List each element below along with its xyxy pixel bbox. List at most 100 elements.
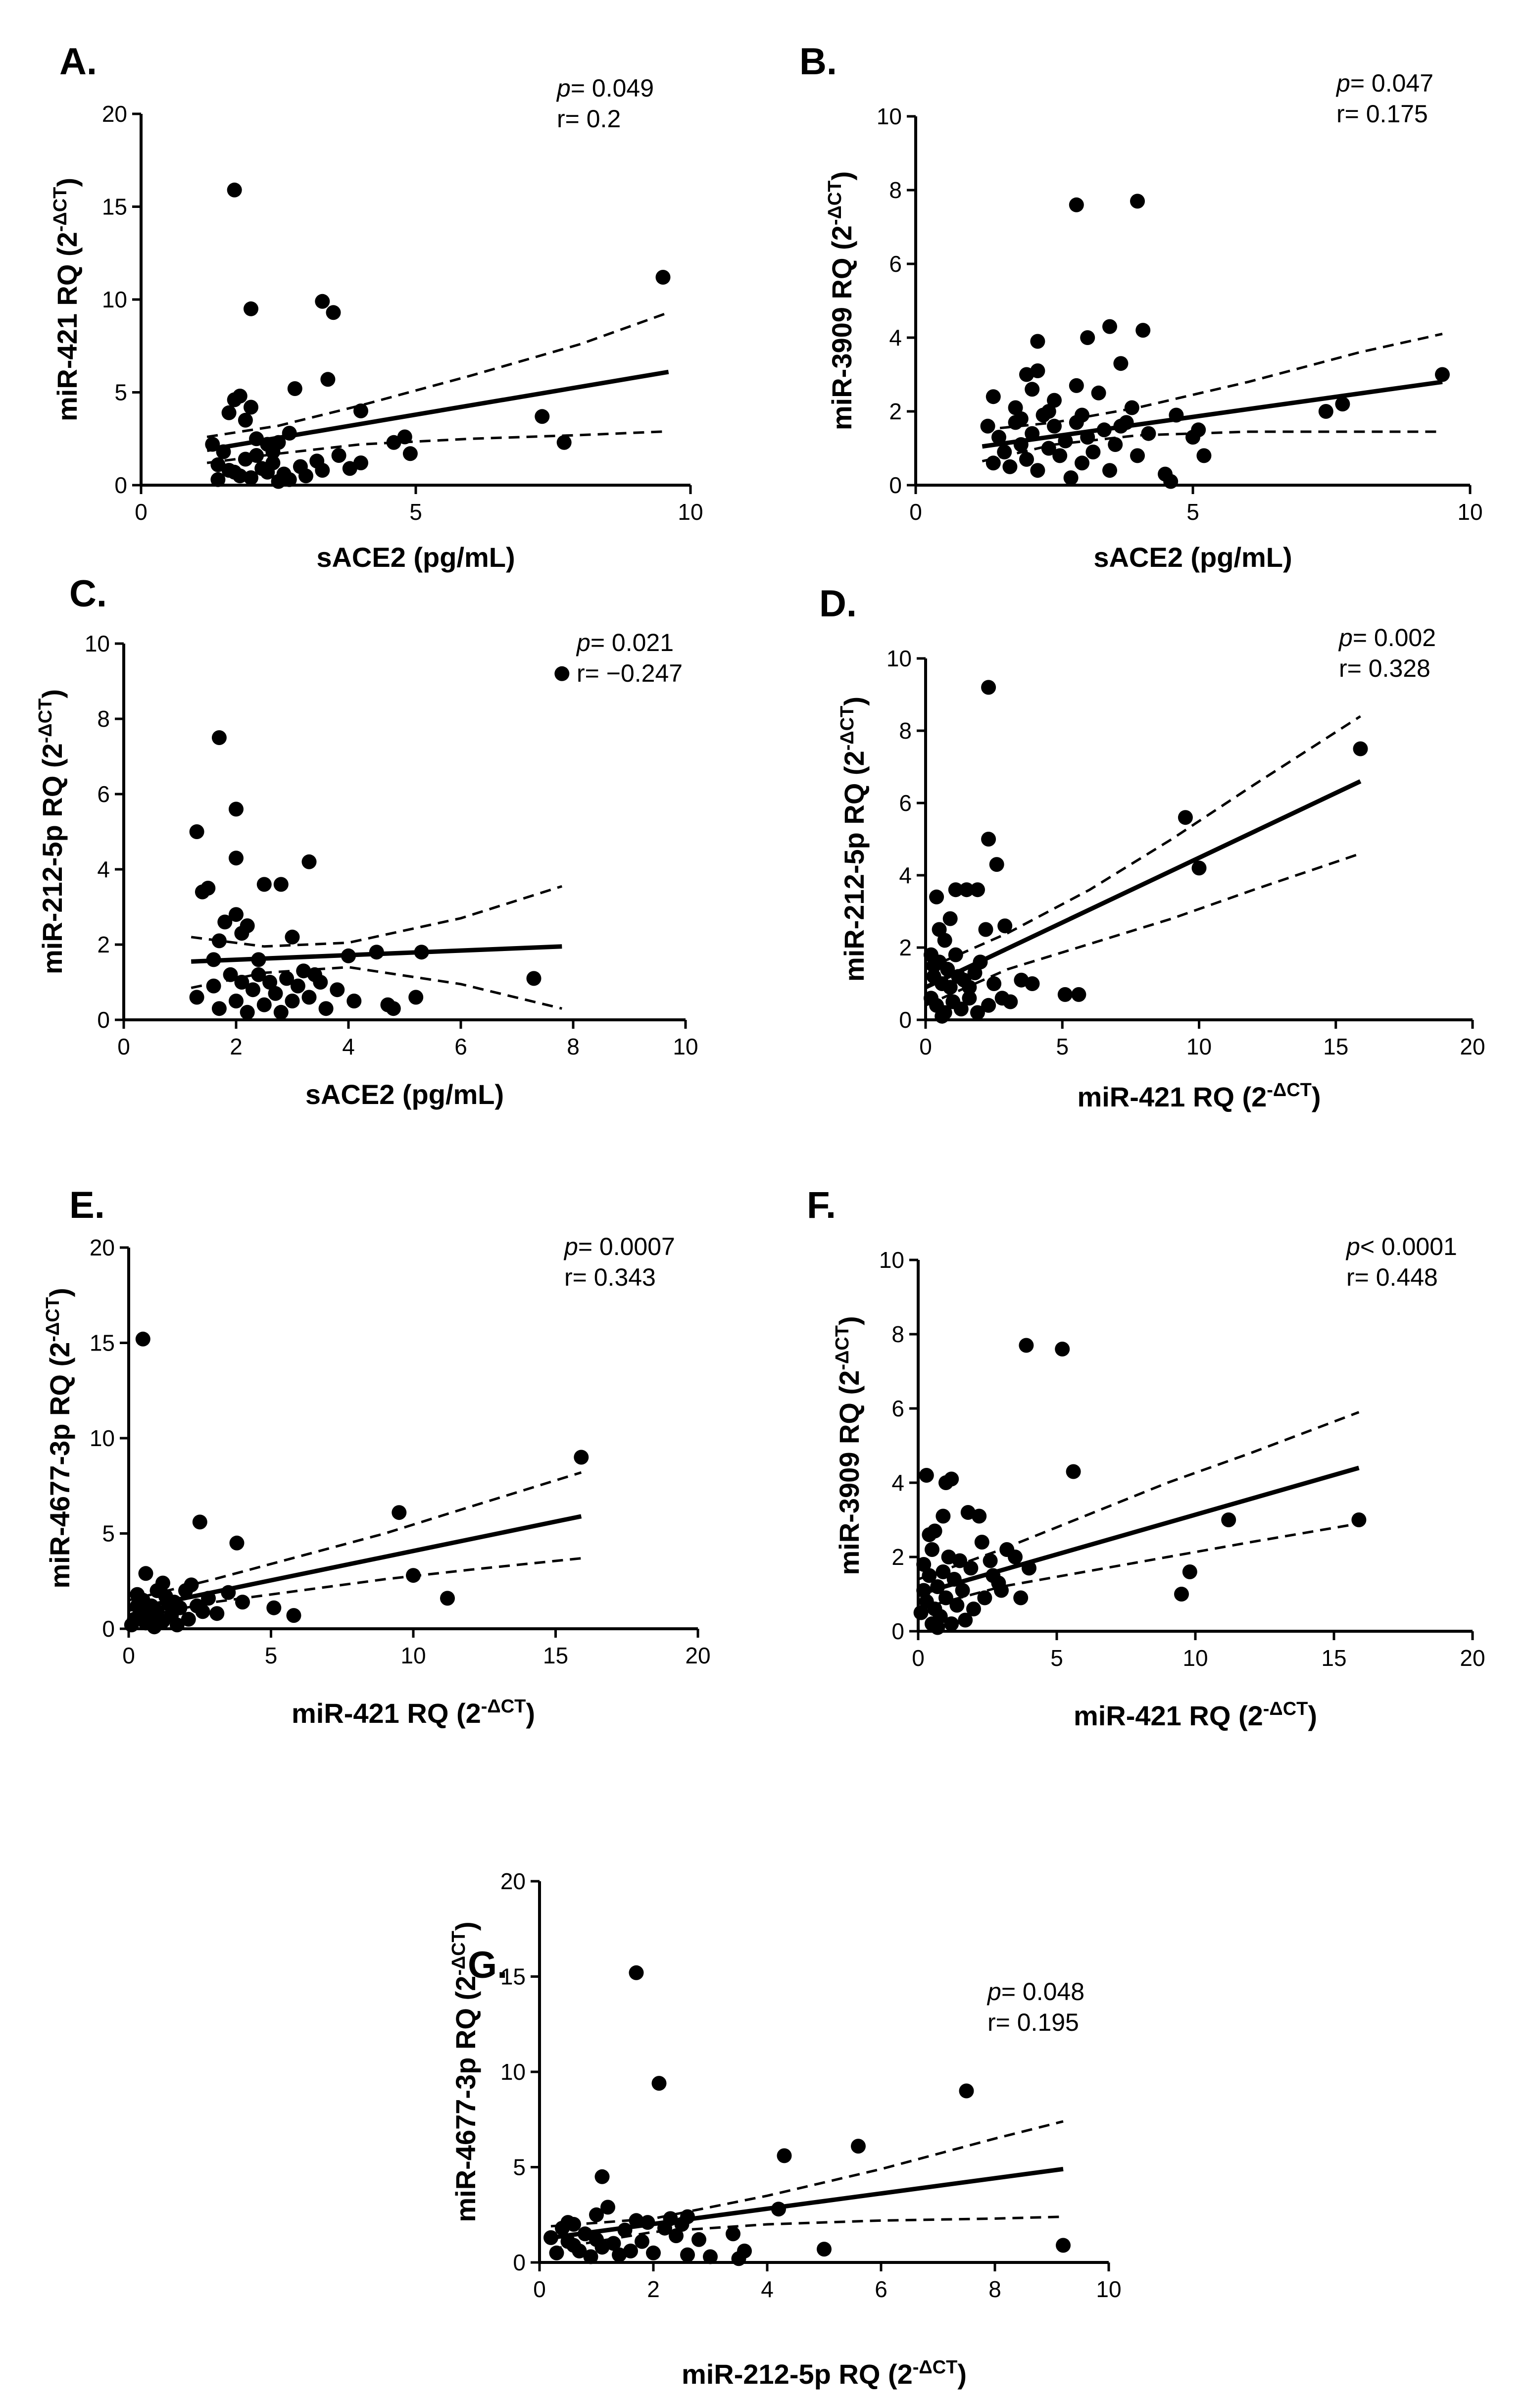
data-point xyxy=(1030,363,1045,378)
data-point xyxy=(981,832,996,847)
y-tick-label: 4 xyxy=(889,325,902,351)
x-tick-label: 2 xyxy=(647,2276,660,2302)
data-point xyxy=(977,1590,992,1605)
data-point xyxy=(210,457,226,472)
data-point xyxy=(209,1606,225,1621)
data-point xyxy=(1353,741,1368,756)
data-point xyxy=(986,976,1002,991)
data-point xyxy=(583,2249,598,2264)
data-point xyxy=(1130,448,1145,463)
ci-lower-band xyxy=(918,1522,1359,1610)
data-point xyxy=(851,2139,866,2154)
data-point xyxy=(369,945,384,960)
data-point xyxy=(981,680,996,695)
p-value: p= 0.049 xyxy=(556,74,654,102)
y-tick-label: 5 xyxy=(102,1521,115,1547)
data-point xyxy=(600,2200,615,2215)
data-point xyxy=(1085,445,1101,459)
data-point xyxy=(578,2226,592,2242)
data-point xyxy=(1069,197,1084,212)
x-tick-label: 5 xyxy=(1186,499,1199,525)
data-point xyxy=(930,1620,945,1635)
p-value: p= 0.0007 xyxy=(563,1233,675,1260)
data-point xyxy=(273,1004,289,1020)
y-tick-label: 8 xyxy=(899,718,912,744)
data-point xyxy=(307,967,322,982)
data-point xyxy=(249,448,264,463)
x-tick-label: 10 xyxy=(1186,1034,1212,1059)
data-point xyxy=(1058,433,1073,449)
data-point xyxy=(1013,437,1029,452)
data-point xyxy=(1191,422,1206,438)
y-tick-label: 10 xyxy=(90,1425,115,1451)
data-point xyxy=(942,911,958,926)
r-value: r= 0.195 xyxy=(987,2008,1079,2036)
x-tick-label: 2 xyxy=(230,1034,243,1059)
y-tick-label: 8 xyxy=(97,706,110,732)
data-point xyxy=(1080,430,1095,445)
ci-upper-band xyxy=(128,1471,582,1602)
data-point xyxy=(216,444,231,459)
data-point xyxy=(201,1591,216,1606)
data-point xyxy=(298,468,313,484)
y-axis-title: miR-421 RQ (2-ΔCT) xyxy=(50,178,83,421)
data-point xyxy=(147,1619,162,1635)
y-tick-label: 10 xyxy=(102,287,127,312)
data-point xyxy=(290,978,305,994)
data-point xyxy=(221,1585,236,1600)
data-point xyxy=(922,1568,937,1583)
data-point xyxy=(594,2240,610,2255)
data-point xyxy=(1435,367,1450,382)
data-point xyxy=(342,461,357,476)
data-point xyxy=(265,444,281,459)
data-point xyxy=(1041,441,1056,456)
data-point xyxy=(210,472,226,487)
data-point xyxy=(414,945,429,960)
y-tick-label: 2 xyxy=(891,1544,904,1570)
data-point xyxy=(935,1508,951,1524)
data-point xyxy=(386,1001,401,1016)
y-tick-label: 20 xyxy=(102,101,127,127)
data-point xyxy=(238,412,253,428)
data-point xyxy=(985,455,1001,471)
data-point xyxy=(301,854,317,869)
ci-upper-band xyxy=(982,333,1443,431)
data-point xyxy=(141,1602,156,1617)
panel-e: E. 0 5 10 15 20 0 5 10 15 20 miR-421 RQ (2-ΔCT) miR-… xyxy=(43,1184,711,1729)
data-point xyxy=(1318,404,1333,419)
x-tick-label: 5 xyxy=(1056,1034,1069,1059)
data-point xyxy=(958,1612,973,1628)
ci-upper-band xyxy=(925,715,1361,971)
data-point xyxy=(952,1553,967,1568)
data-point xyxy=(221,405,237,420)
x-tick-label: 10 xyxy=(1182,1645,1208,1671)
data-point xyxy=(189,824,204,839)
data-point xyxy=(353,403,368,418)
data-point xyxy=(556,435,572,450)
data-point xyxy=(1075,407,1089,423)
x-tick-label: 0 xyxy=(909,499,922,525)
data-point xyxy=(206,978,221,994)
x-axis-title: miR-421 RQ (2-ΔCT) xyxy=(1077,1080,1321,1112)
ci-upper-band xyxy=(206,311,669,438)
x-tick-label: 5 xyxy=(1050,1645,1063,1671)
data-point xyxy=(406,1568,421,1583)
data-point xyxy=(1191,860,1207,876)
data-point xyxy=(266,1600,282,1615)
data-point xyxy=(138,1566,153,1581)
panel-c: C. 0 2 4 6 8 10 0 2 4 6 8 10 sACE2 (pg/mL) miR-212-5p … xyxy=(35,573,698,1110)
data-point xyxy=(959,882,974,898)
x-axis-title: miR-421 RQ (2-ΔCT) xyxy=(1074,1699,1317,1731)
data-point xyxy=(246,982,260,998)
regression-line xyxy=(982,379,1443,449)
data-point xyxy=(1102,463,1117,478)
data-point xyxy=(935,1564,951,1579)
data-point xyxy=(232,389,247,403)
y-tick-label: 10 xyxy=(500,2059,526,2085)
data-point xyxy=(1335,397,1350,412)
data-point xyxy=(195,884,210,900)
y-axis-title: miR-4677-3p RQ (2-ΔCT) xyxy=(448,1921,481,2222)
data-point xyxy=(635,2234,649,2249)
data-point xyxy=(135,1331,150,1347)
data-point xyxy=(1351,1512,1367,1527)
